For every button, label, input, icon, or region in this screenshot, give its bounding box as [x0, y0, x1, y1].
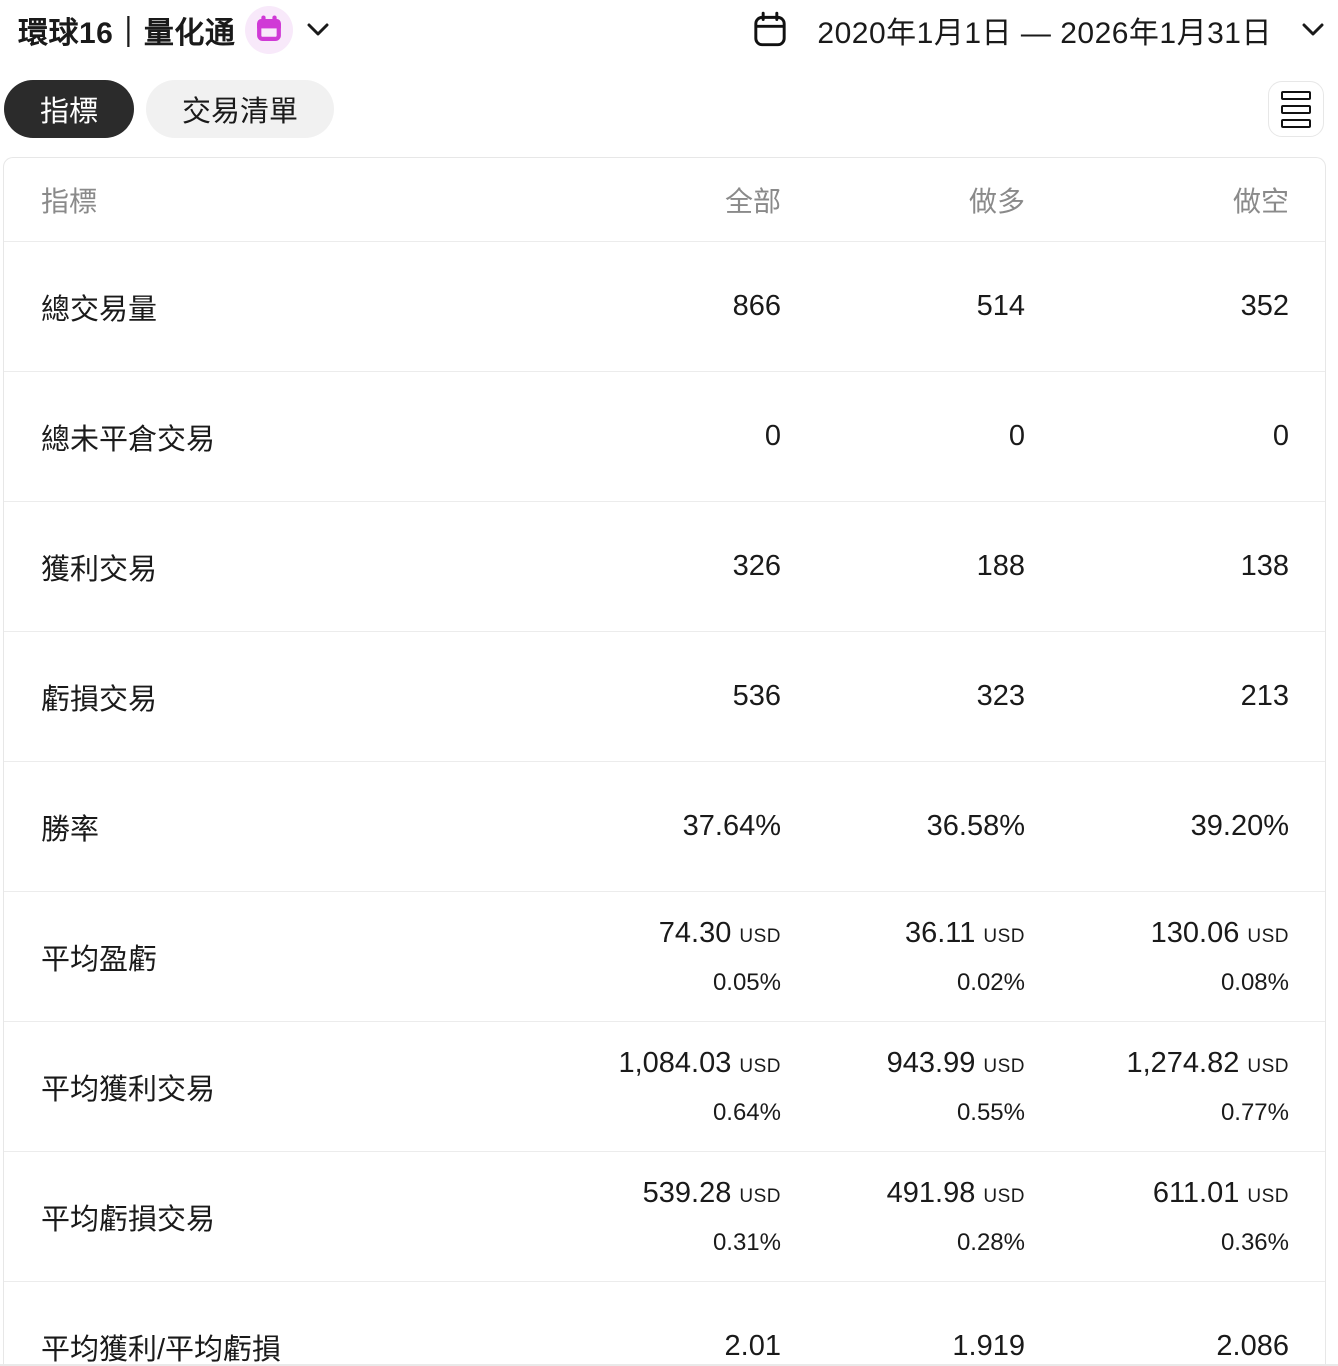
- row-value-all: 37.64%: [682, 810, 781, 842]
- table-header: 指標 全部 做多 做空: [4, 158, 1325, 242]
- percent-value: 0.64%: [712, 1098, 781, 1126]
- row-label: 平均獲利交易: [41, 1073, 216, 1106]
- table-row: 勝率 37.64% 36.58% 39.20%: [4, 762, 1325, 892]
- row-label: 平均獲利/平均虧損: [41, 1333, 282, 1366]
- row-label: 總未平倉交易: [41, 423, 216, 456]
- row-value-all: 1,084.03 USD 0.64%: [537, 1047, 781, 1126]
- percent-value: 0.05%: [712, 968, 781, 996]
- table-row: 總未平倉交易 0 0 0: [4, 372, 1325, 502]
- tab-trade-list[interactable]: 交易清單: [146, 80, 335, 138]
- row-value-long: 188: [976, 550, 1025, 582]
- column-header-metric: 指標: [41, 185, 98, 217]
- row-value-long: 323: [976, 680, 1025, 712]
- row-value-long: 943.99 USD 0.55%: [781, 1047, 1025, 1126]
- row-value-short: 2.086: [1216, 1330, 1289, 1362]
- row-value-all: 536: [732, 680, 781, 712]
- row-value-long: 1.919: [952, 1330, 1025, 1362]
- table-row: 虧損交易 536 323 213: [4, 632, 1325, 762]
- table-row: 平均盈虧 74.30 USD 0.05% 36.11 USD 0.02% 130.06 USD 0…: [4, 892, 1325, 1022]
- date-range-picker[interactable]: 2020年1月1日 — 2026年1月31日: [749, 6, 1324, 52]
- row-value-short: 130.06 USD 0.08%: [1025, 917, 1289, 996]
- percent-value: 0.77%: [1220, 1098, 1289, 1126]
- row-value-all: 0: [764, 420, 781, 452]
- bottom-divider: [0, 1364, 1338, 1366]
- table-row: 總交易量 866 514 352: [4, 242, 1325, 372]
- row-value-short: 611.01 USD 0.36%: [1025, 1177, 1289, 1256]
- rows-icon: [1281, 90, 1311, 100]
- percent-value: 0.08%: [1220, 968, 1289, 996]
- date-range-text: 2020年1月1日 — 2026年1月31日: [817, 17, 1272, 50]
- chevron-down-icon: [1302, 23, 1324, 37]
- row-label: 虧損交易: [41, 683, 158, 716]
- tabs: 指標 交易清單: [4, 80, 335, 138]
- row-value-short: 352: [1240, 290, 1289, 322]
- row-label: 勝率: [41, 813, 100, 846]
- row-value-long: 491.98 USD 0.28%: [781, 1177, 1025, 1256]
- row-value-all: 866: [732, 290, 781, 322]
- percent-value: 0.28%: [956, 1228, 1025, 1256]
- currency-label: USD: [739, 926, 781, 948]
- table-row: 平均虧損交易 539.28 USD 0.31% 491.98 USD 0.28% 611.01…: [4, 1152, 1325, 1282]
- row-value-short: 138: [1240, 550, 1289, 582]
- tab-metrics-label: 指標: [40, 96, 99, 128]
- list-view-button[interactable]: [1268, 81, 1324, 137]
- page-title: 環球16｜量化通: [18, 17, 236, 50]
- row-value-short: 213: [1240, 680, 1289, 712]
- row-label: 獲利交易: [41, 553, 158, 586]
- column-header-all: 全部: [724, 185, 781, 217]
- table-row: 平均獲利/平均虧損 2.01 1.919 2.086: [4, 1282, 1325, 1366]
- strategy-selector[interactable]: 環球16｜量化通: [18, 6, 329, 54]
- top-bar: 環球16｜量化通 2020年1: [0, 0, 1338, 62]
- tab-metrics[interactable]: 指標: [4, 80, 135, 138]
- row-value-long: 36.58%: [926, 810, 1025, 842]
- percent-value: 0.55%: [956, 1098, 1025, 1126]
- row-label: 平均虧損交易: [41, 1203, 216, 1236]
- row-value-all: 539.28 USD 0.31%: [537, 1177, 781, 1256]
- currency-label: USD: [739, 1186, 781, 1208]
- row-value-short: 39.20%: [1190, 810, 1289, 842]
- percent-value: 0.02%: [956, 968, 1025, 996]
- currency-label: USD: [739, 1056, 781, 1078]
- row-value-long: 514: [976, 290, 1025, 322]
- percent-value: 0.36%: [1220, 1228, 1289, 1256]
- row-label: 總交易量: [41, 293, 158, 326]
- row-value-long: 0: [1008, 420, 1025, 452]
- tabs-bar: 指標 交易清單: [0, 62, 1338, 138]
- currency-label: USD: [983, 926, 1025, 948]
- strategy-calendar-badge: [245, 6, 294, 54]
- table-row: 平均獲利交易 1,084.03 USD 0.64% 943.99 USD 0.55% 1,27…: [4, 1022, 1325, 1152]
- metrics-table: 指標 全部 做多 做空 總交易量 866 514 352 總未平倉交易 0 0 0 獲利交易 32…: [3, 157, 1326, 1366]
- currency-label: USD: [983, 1056, 1025, 1078]
- row-value-all: 2.01: [724, 1330, 781, 1362]
- row-value-long: 36.11 USD 0.02%: [781, 917, 1025, 996]
- metrics-table-body: 總交易量 866 514 352 總未平倉交易 0 0 0 獲利交易 326 188 138 虧損交易 5…: [4, 242, 1325, 1366]
- currency-label: USD: [1247, 926, 1289, 948]
- row-value-short: 0: [1272, 420, 1289, 452]
- percent-value: 0.31%: [712, 1228, 781, 1256]
- chevron-down-icon: [307, 23, 329, 37]
- row-value-short: 1,274.82 USD 0.77%: [1025, 1047, 1289, 1126]
- row-value-all: 74.30 USD 0.05%: [537, 917, 781, 996]
- tab-trade-list-label: 交易清單: [182, 96, 299, 128]
- column-header-short: 做空: [1232, 185, 1289, 217]
- row-value-all: 326: [732, 550, 781, 582]
- currency-label: USD: [983, 1186, 1025, 1208]
- currency-label: USD: [1247, 1056, 1289, 1078]
- calendar-filled-icon: [252, 13, 286, 47]
- table-row: 獲利交易 326 188 138: [4, 502, 1325, 632]
- row-label: 平均盈虧: [41, 943, 158, 976]
- currency-label: USD: [1247, 1186, 1289, 1208]
- column-header-long: 做多: [968, 185, 1025, 217]
- calendar-outline-icon: [749, 9, 791, 51]
